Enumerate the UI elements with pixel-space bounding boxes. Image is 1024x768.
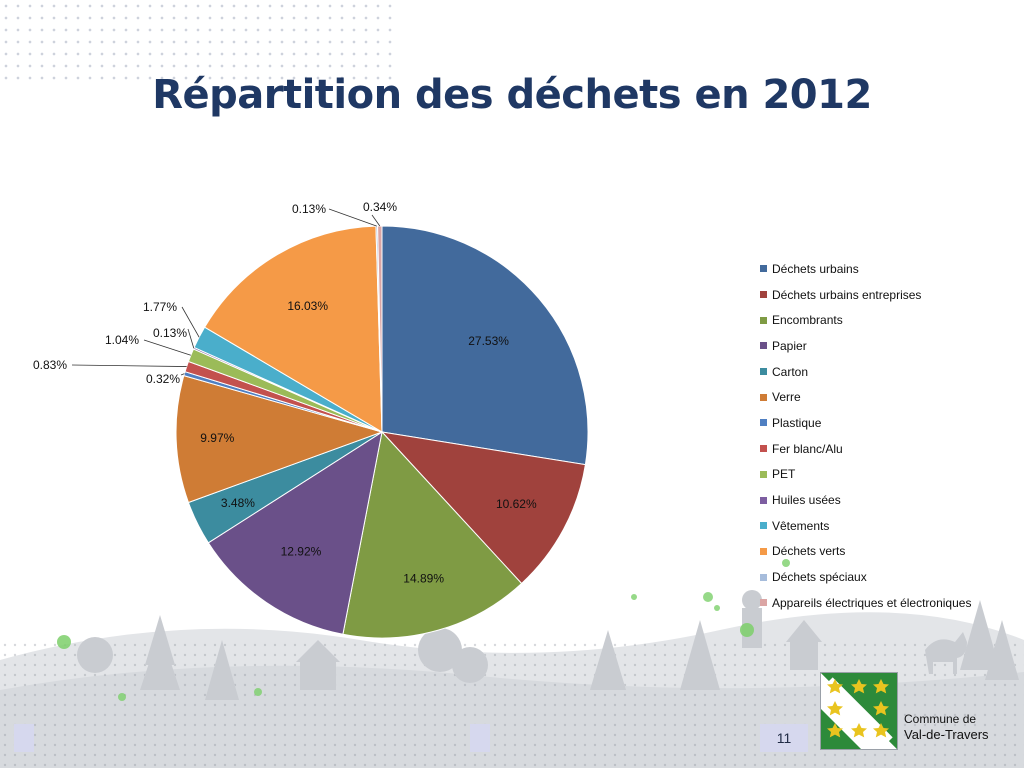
pie-data-label-2: 10.62%: [496, 497, 537, 511]
pie-slice-1: [381, 225, 589, 466]
legend-label: Huiles usées: [772, 493, 841, 508]
legend-item-12: Déchets verts: [760, 539, 971, 565]
leader-line-7: [180, 373, 185, 376]
pie-data-label-5: 3.48%: [221, 496, 255, 510]
legend-label: Déchets verts: [772, 544, 846, 559]
commune-line1: Commune de: [904, 712, 977, 726]
legend-label: Vêtements: [772, 518, 830, 533]
legend-swatch: [760, 419, 767, 427]
legend-swatch: [760, 393, 767, 401]
legend-swatch: [760, 445, 767, 453]
legend-swatch: [760, 599, 767, 607]
legend-item-4: Papier: [760, 333, 971, 359]
nav-box-middle: [470, 724, 490, 752]
legend-swatch: [760, 342, 767, 350]
legend-swatch: [760, 368, 767, 376]
legend-item-9: PET: [760, 462, 971, 488]
commune-line2: Val-de-Travers: [904, 727, 989, 742]
chart-legend: Déchets urbains Déchets urbains entrepris…: [760, 256, 971, 616]
page-number-box: 11: [760, 724, 808, 752]
pie-data-label-12: 16.03%: [287, 299, 328, 313]
commune-name: Commune de Val-de-Travers: [904, 712, 989, 743]
legend-swatch: [760, 522, 767, 530]
legend-swatch: [760, 470, 767, 478]
legend-label: Verre: [772, 390, 801, 405]
pie-data-label-14: 0.34%: [363, 200, 397, 214]
leader-line-14: [371, 214, 381, 227]
pie-data-label-6: 9.97%: [200, 431, 234, 445]
nav-box-left: [14, 724, 34, 752]
legend-item-11: Vêtements: [760, 513, 971, 539]
pie-data-label-9: 1.04%: [105, 333, 139, 347]
leader-line-11: [181, 306, 200, 338]
pie-data-label-13: 0.13%: [292, 202, 326, 216]
pie-data-label-7: 0.32%: [146, 372, 180, 386]
pie-data-label-3: 14.89%: [403, 572, 444, 586]
page-title: Répartition des déchets en 2012: [152, 72, 872, 118]
legend-swatch: [760, 547, 767, 555]
legend-label: Carton: [772, 364, 809, 379]
leader-line-9: [143, 339, 191, 356]
legend-item-5: Carton: [760, 359, 971, 385]
legend-label: Plastique: [772, 415, 822, 430]
pie-slice-3: [342, 430, 523, 639]
legend-item-7: Plastique: [760, 410, 971, 436]
legend-label: Fer blanc/Alu: [772, 441, 843, 456]
legend-label: Déchets urbains entreprises: [772, 287, 922, 302]
leader-line-8: [71, 364, 187, 367]
legend-swatch: [760, 265, 767, 273]
legend-swatch: [760, 573, 767, 581]
legend-label: Déchets spéciaux: [772, 570, 867, 585]
leader-line-13: [328, 208, 377, 227]
legend-item-14: Appareils électriques et électroniques: [760, 590, 971, 616]
legend-swatch: [760, 316, 767, 324]
legend-label: Encombrants: [772, 313, 843, 328]
pie-slice-4: [207, 430, 383, 635]
pie-data-label-8: 0.83%: [33, 358, 67, 372]
leader-line-10: [187, 328, 195, 349]
pie-data-label-10: 0.13%: [153, 326, 187, 340]
legend-item-2: Déchets urbains entreprises: [760, 282, 971, 308]
dot-pattern-decoration: [0, 0, 400, 80]
legend-label: Déchets urbains: [772, 261, 859, 276]
legend-item-3: Encombrants: [760, 307, 971, 333]
coat-of-arms-icon: [821, 673, 897, 749]
pie-slice-12: [204, 225, 383, 433]
legend-item-13: Déchets spéciaux: [760, 564, 971, 590]
pie-data-label-1: 27.53%: [468, 334, 509, 348]
legend-item-1: Déchets urbains: [760, 256, 971, 282]
legend-item-10: Huiles usées: [760, 487, 971, 513]
legend-label: Appareils électriques et électroniques: [772, 595, 972, 610]
legend-item-6: Verre: [760, 384, 971, 410]
coat-of-arms-logo: [820, 672, 898, 750]
legend-item-8: Fer blanc/Alu: [760, 436, 971, 462]
pie-data-label-4: 12.92%: [281, 544, 322, 558]
legend-label: Papier: [772, 338, 807, 353]
legend-swatch: [760, 496, 767, 504]
pie-data-label-11: 1.77%: [143, 300, 177, 314]
pie-slice-2: [380, 431, 586, 585]
pie-slice-14: [377, 225, 383, 433]
legend-label: PET: [772, 467, 796, 482]
legend-swatch: [760, 291, 767, 299]
pie-slice-6: [175, 375, 384, 504]
page-number: 11: [776, 730, 792, 746]
